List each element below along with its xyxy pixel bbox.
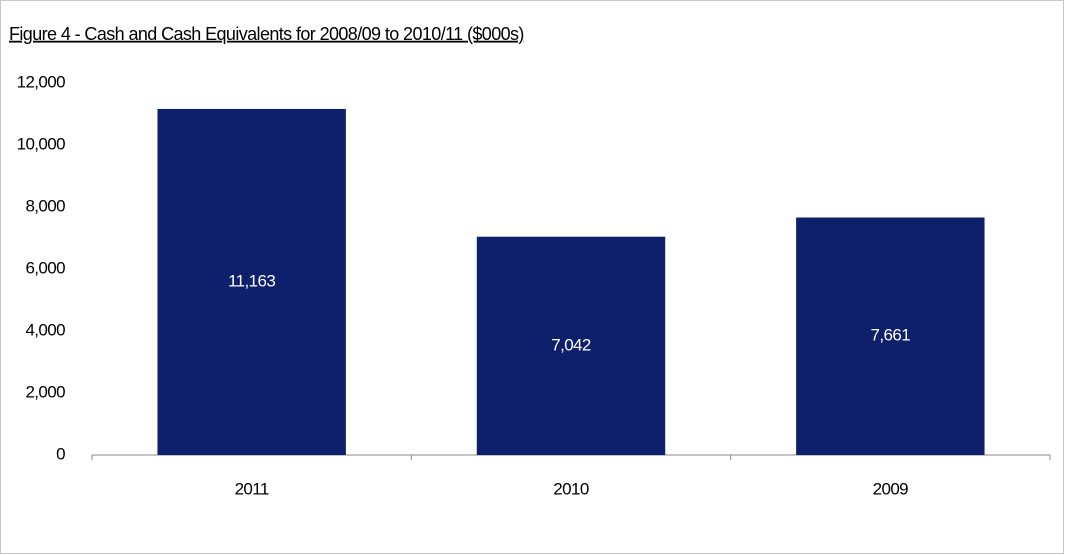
x-tick-label: 2011 — [235, 479, 269, 498]
x-tick-label: 2009 — [873, 479, 909, 498]
value-label: 11,163 — [228, 271, 275, 290]
y-tick-label: 12,000 — [17, 72, 66, 91]
x-tick-label: 2010 — [553, 479, 589, 498]
y-tick-label: 8,000 — [25, 196, 65, 215]
y-tick-label: 10,000 — [17, 134, 66, 153]
chart-title: Figure 4 - Cash and Cash Equivalents for… — [9, 24, 524, 44]
bar — [476, 236, 666, 455]
y-tick-label: 6,000 — [25, 258, 65, 277]
y-tick-label: 4,000 — [25, 320, 65, 339]
value-label: 7,661 — [871, 326, 911, 345]
y-tick-label: 2,000 — [25, 382, 65, 401]
bar — [796, 217, 985, 455]
y-tick-label: 0 — [56, 444, 65, 463]
value-label: 7,042 — [551, 335, 591, 354]
bar — [157, 108, 346, 456]
